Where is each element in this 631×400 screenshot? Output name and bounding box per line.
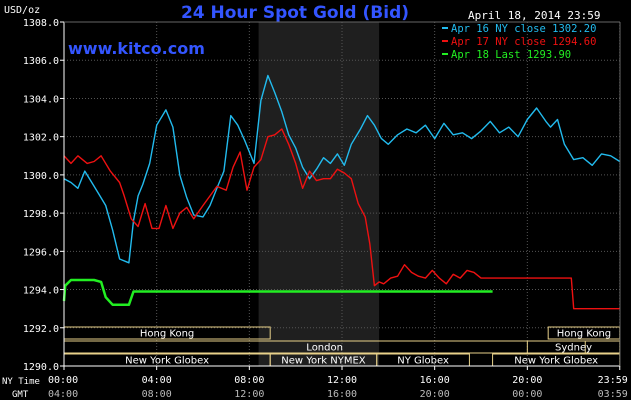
chart-title: 24 Hour Spot Gold (Bid)	[181, 3, 409, 23]
gmt-label: GMT	[12, 390, 29, 400]
y-tick-label: 1304.0	[23, 94, 59, 105]
y-tick-label: 1300.0	[23, 171, 59, 182]
session-label: Sydney	[555, 343, 592, 354]
series-line-apr17	[63, 128, 620, 310]
x-tick-label-ny: 12:00	[327, 375, 357, 386]
y-axis-unit-label: USD/oz	[4, 5, 40, 16]
x-tick-label-ny: 16:00	[420, 375, 450, 386]
session-label: NY Globex	[397, 356, 449, 367]
y-tick-label: 1302.0	[23, 133, 59, 144]
axes: 1308.0 1306.0 1304.0 1302.0 1300.0 1298.0 1296…	[23, 18, 628, 400]
x-tick-label-gmt: 04:00	[48, 389, 78, 400]
ny-time-label: NY Time	[2, 377, 40, 387]
x-tick-label-gmt: 00:00	[512, 389, 542, 400]
legend-label-apr17: Apr 17 NY close 1294.60	[451, 36, 596, 48]
legend-label-apr18: Apr 18 Last 1293.90	[451, 49, 571, 61]
legend-label-apr16: Apr 16 NY close 1302.20	[451, 23, 596, 35]
y-tick-label: 1292.0	[23, 324, 59, 335]
site-watermark: www.kitco.com	[68, 39, 205, 58]
nymex-session-shading	[258, 22, 380, 366]
y-tick-label: 1296.0	[23, 247, 59, 258]
x-tick-label-gmt: 20:00	[420, 389, 450, 400]
session-label: New York Globex	[514, 356, 598, 367]
series-line-apr16	[63, 74, 621, 264]
y-tick-label: 1306.0	[23, 56, 59, 67]
x-tick-label-ny: 20:00	[512, 375, 542, 386]
session-label: Hong Kong	[140, 329, 194, 340]
session-label: New York NYMEX	[281, 356, 366, 367]
x-tick-label-ny: 08:00	[234, 375, 264, 386]
series-line-apr18	[62, 278, 493, 307]
y-tick-label: 1308.0	[23, 18, 59, 29]
x-tick-label-ny: 23:59	[598, 375, 628, 386]
session-label: New York Globex	[125, 356, 209, 367]
x-tick-label-ny: 04:00	[142, 375, 172, 386]
y-tick-label: 1290.0	[23, 362, 59, 373]
chart-date: April 18, 2014 23:59	[468, 9, 600, 22]
y-tick-label: 1298.0	[23, 209, 59, 220]
x-tick-label-ny: 00:00	[48, 375, 78, 386]
x-tick-label-gmt: 08:00	[142, 389, 172, 400]
session-label: London	[306, 343, 343, 354]
series-lines	[62, 74, 621, 310]
y-tick-label: 1294.0	[23, 286, 59, 297]
x-tick-label-gmt: 03:59	[598, 389, 628, 400]
x-tick-label-gmt: 16:00	[327, 389, 357, 400]
session-label: Hong Kong	[557, 329, 611, 340]
x-tick-label-gmt: 12:00	[234, 389, 264, 400]
